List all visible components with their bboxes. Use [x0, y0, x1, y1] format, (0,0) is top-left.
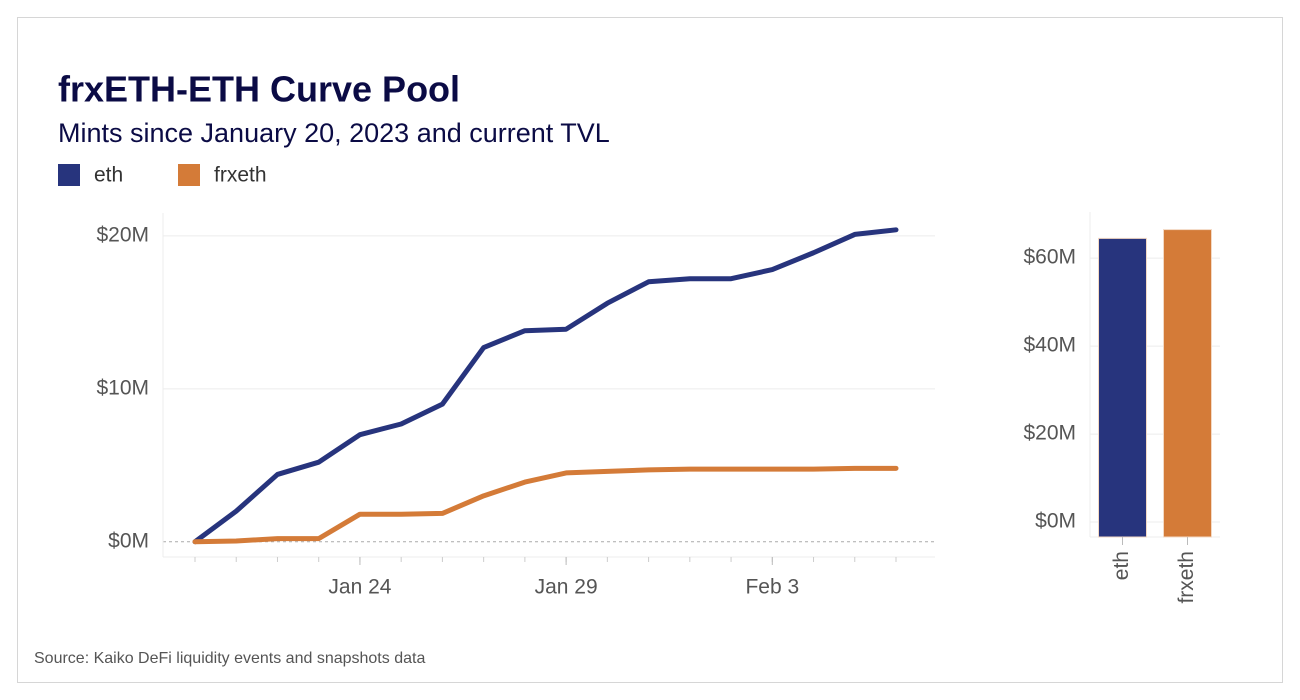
- legend-swatch: [178, 164, 200, 186]
- legend-label: eth: [94, 164, 123, 187]
- legend-swatch: [58, 164, 80, 186]
- y-tick-label: $40M: [1023, 334, 1076, 357]
- x-tick-label: frxeth: [1175, 551, 1198, 604]
- x-tick-label: Jan 24: [328, 576, 391, 599]
- y-tick-label: $60M: [1023, 246, 1076, 269]
- series-line: [192, 465, 899, 545]
- y-tick-label: $0M: [1035, 510, 1076, 533]
- y-tick-label: $10M: [96, 376, 149, 399]
- bar: [1098, 237, 1147, 538]
- x-tick-label: Jan 29: [535, 576, 598, 599]
- frame: [17, 17, 1283, 683]
- chart-subtitle: Mints since January 20, 2023 and current…: [58, 118, 610, 148]
- x-tick-label: eth: [1110, 551, 1133, 580]
- y-tick-label: $20M: [1023, 422, 1076, 445]
- source-note: Source: Kaiko DeFi liquidity events and …: [34, 650, 425, 667]
- y-tick-label: $0M: [108, 529, 149, 552]
- y-tick-label: $20M: [96, 223, 149, 246]
- series-line: [192, 227, 899, 545]
- chart-title: frxETH-ETH Curve Pool: [58, 69, 460, 110]
- legend-label: frxeth: [214, 164, 267, 187]
- x-tick-label: Feb 3: [745, 576, 799, 599]
- bar: [1163, 229, 1212, 538]
